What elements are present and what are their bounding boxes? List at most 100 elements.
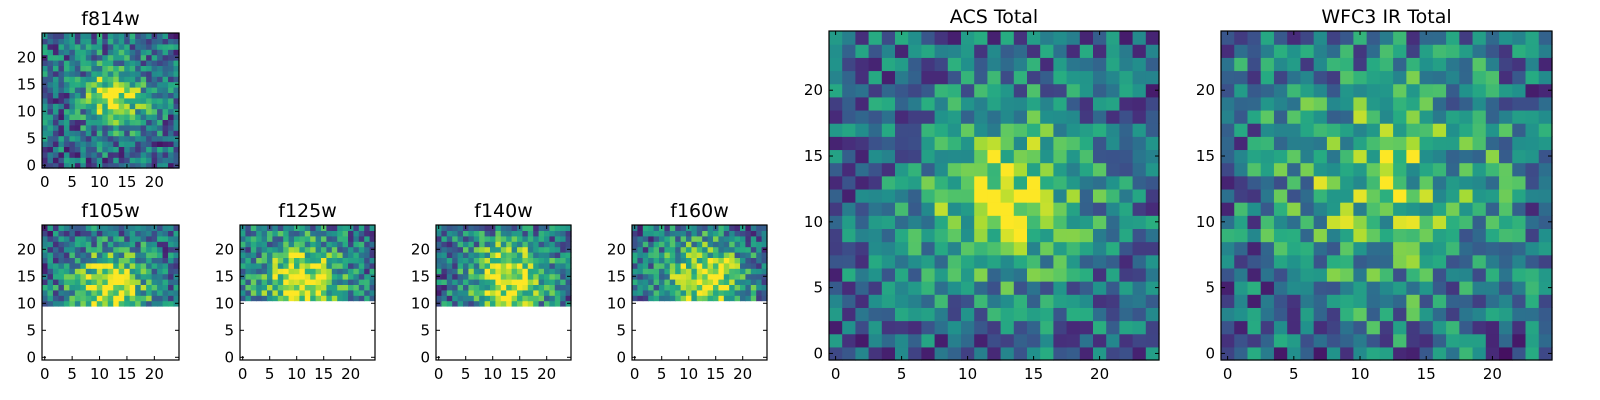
- heatmap-cell: [1459, 202, 1474, 216]
- heatmap-cell: [140, 70, 147, 77]
- heatmap-cell: [1340, 162, 1354, 177]
- heatmap-cell: [168, 252, 175, 258]
- heatmap-cell: [1106, 215, 1120, 229]
- heatmap-cell: [895, 320, 909, 335]
- heatmap-cell: [240, 289, 246, 296]
- heatmap-cell: [1538, 31, 1553, 45]
- heatmap-cell: [135, 119, 142, 126]
- heatmap-cell: [734, 279, 741, 285]
- heatmap-cell: [315, 230, 322, 237]
- heatmap-cell: [1221, 136, 1235, 151]
- heatmap-cell: [331, 257, 338, 264]
- heatmap-cell: [1053, 228, 1068, 243]
- heatmap-cell: [533, 273, 540, 280]
- heatmap-cell: [908, 44, 922, 58]
- heatmap-cell: [250, 225, 257, 231]
- heatmap-cell: [69, 124, 76, 131]
- heatmap-cell: [1234, 228, 1249, 243]
- heatmap-cell: [326, 252, 333, 258]
- heatmap-cell: [168, 162, 175, 169]
- heatmap-cell: [921, 267, 936, 282]
- heatmap-cell: [135, 241, 142, 248]
- heatmap-cell: [756, 235, 763, 242]
- heatmap-cell: [565, 268, 572, 275]
- heatmap-cell: [157, 162, 164, 169]
- heatmap-cell: [326, 262, 333, 269]
- heatmap-cell: [696, 235, 703, 242]
- heatmap-cell: [135, 279, 142, 285]
- heatmap-cell: [648, 252, 655, 258]
- heatmap-cell: [1446, 346, 1460, 361]
- heatmap-cell: [107, 87, 114, 93]
- heatmap-cell: [118, 141, 125, 147]
- heatmap-cell: [74, 33, 81, 39]
- heatmap-cell: [256, 262, 263, 269]
- heatmap-cell: [42, 60, 49, 66]
- heatmap-cell: [1313, 281, 1328, 295]
- heatmap-cell: [675, 273, 682, 280]
- heatmap-cell: [1013, 333, 1028, 348]
- heatmap-cell: [1525, 31, 1540, 45]
- heatmap-cell: [107, 289, 114, 296]
- heatmap-cell: [484, 295, 491, 302]
- heatmap-cell: [304, 295, 311, 302]
- heatmap-cell: [1106, 294, 1120, 308]
- heatmap-cell: [240, 262, 246, 269]
- heatmap-cell: [168, 54, 175, 61]
- heatmap-cell: [124, 114, 131, 120]
- heatmap-cell: [162, 135, 169, 142]
- heatmap-cell: [842, 70, 856, 85]
- heatmap-cell: [934, 188, 949, 203]
- heatmap-cell: [1145, 241, 1160, 256]
- heatmap-cell: [881, 70, 896, 85]
- heatmap-cell: [659, 241, 665, 248]
- heatmap-cell: [1013, 44, 1028, 58]
- heatmap-cell: [52, 60, 60, 66]
- heatmap-cell: [173, 130, 180, 137]
- heatmap-cell: [506, 279, 513, 285]
- heatmap-cell: [58, 284, 65, 291]
- heatmap-cell: [277, 225, 284, 231]
- heatmap-cell: [52, 268, 60, 275]
- heatmap-cell: [1027, 202, 1041, 216]
- heatmap-cell: [173, 92, 180, 99]
- heatmap-cell: [63, 262, 70, 269]
- heatmap-cell: [1053, 44, 1068, 58]
- heatmap-cell: [168, 225, 175, 231]
- heatmap-cell: [881, 346, 896, 361]
- heatmap-cell: [140, 284, 147, 291]
- heatmap-cell: [135, 76, 142, 83]
- heatmap-cell: [331, 279, 338, 285]
- heatmap-cell: [1340, 241, 1354, 256]
- heatmap-cell: [256, 284, 263, 291]
- heatmap-cell: [473, 300, 480, 307]
- heatmap-cell: [842, 57, 856, 72]
- heatmap-cell: [987, 228, 1002, 243]
- heatmap-cell: [1053, 188, 1068, 203]
- heatmap-cell: [58, 252, 65, 258]
- heatmap-cell: [517, 284, 523, 291]
- heatmap-cell: [321, 257, 327, 264]
- heatmap-cell: [157, 225, 164, 231]
- heatmap-cell: [723, 273, 730, 280]
- y-tick-label: 20: [1196, 81, 1215, 99]
- heatmap-cell: [1247, 162, 1262, 177]
- heatmap-cell: [921, 346, 936, 361]
- heatmap-cell: [256, 235, 263, 242]
- heatmap-cell: [1300, 188, 1315, 203]
- heatmap-cell: [1093, 320, 1107, 335]
- heatmap-cell: [868, 320, 883, 335]
- heatmap-cell: [173, 157, 180, 164]
- heatmap-cell: [908, 333, 922, 348]
- heatmap-cell: [1273, 215, 1288, 229]
- heatmap-cell: [1379, 162, 1394, 177]
- heatmap-cell: [1485, 294, 1500, 308]
- x-tick-label: 0: [40, 365, 50, 383]
- heatmap-cell: [1013, 83, 1028, 98]
- heatmap-cell: [1260, 215, 1275, 229]
- heatmap-cell: [1106, 267, 1120, 282]
- heatmap-cell: [947, 281, 962, 295]
- heatmap-cell: [135, 151, 142, 158]
- heatmap-cell: [1273, 228, 1288, 243]
- heatmap-cell: [702, 289, 709, 296]
